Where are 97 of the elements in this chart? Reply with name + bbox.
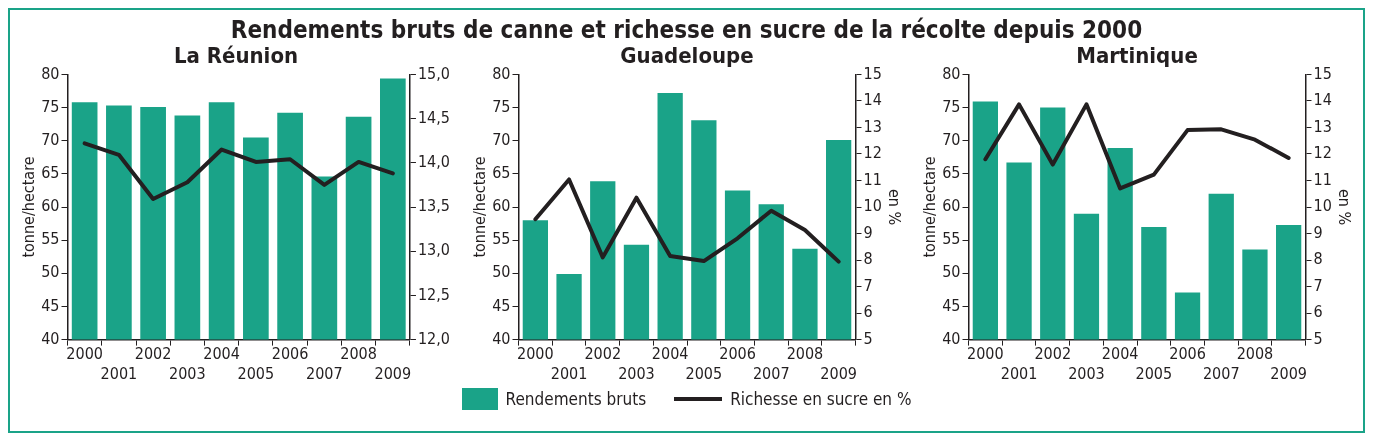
- x-tick-label: 2002: [134, 344, 172, 364]
- y-tick-label: 75: [491, 96, 511, 116]
- y2-tick-label: 9: [862, 222, 873, 242]
- x-tick-label: 2001: [100, 363, 138, 383]
- x-tick-label: 2004: [1101, 344, 1139, 364]
- y2-tick-label: 12: [862, 143, 882, 163]
- y2-tick-label: 12,5: [417, 284, 451, 304]
- y-tick-label: 50: [491, 262, 511, 282]
- x-tick-label: 2008: [340, 344, 377, 364]
- y-tick-label: 45: [491, 295, 511, 315]
- y2-tick-label: 5: [1313, 328, 1323, 348]
- y2-tick-label: 7: [862, 275, 873, 295]
- x-tick-label: 2008: [1236, 344, 1274, 364]
- x-tick-label: 2003: [169, 363, 206, 383]
- y2-tick-label: 15: [862, 63, 882, 83]
- y2-tick-label: 13,5: [417, 196, 451, 216]
- y2-tick-label: 5: [862, 328, 873, 348]
- y2-tick-label: 8: [862, 249, 873, 269]
- x-tick-label: 2003: [617, 363, 655, 383]
- y-tick-label: 80: [942, 63, 961, 83]
- y-tick-label: 55: [942, 229, 961, 249]
- y-tick-label: 45: [41, 295, 60, 315]
- y2-tick-label: 11: [1313, 169, 1332, 189]
- x-tick-label: 2009: [1270, 363, 1307, 383]
- y-tick-label: 50: [41, 262, 60, 282]
- y-tick-label: 75: [942, 96, 961, 116]
- x-tick-label: 2008: [786, 344, 823, 364]
- y-axis-title: tonne/hectare: [469, 156, 489, 258]
- x-tick-label: 2005: [685, 363, 722, 383]
- x-tick-label: 2007: [1202, 363, 1240, 383]
- y-tick-label: 70: [942, 129, 961, 149]
- x-tick-label: 2002: [1034, 344, 1072, 364]
- y2-tick-label: 7: [1313, 275, 1323, 295]
- y2-tick-label: 6: [1313, 302, 1323, 322]
- y2-tick-label: 14: [1313, 90, 1332, 110]
- x-tick-label: 2000: [516, 344, 554, 364]
- x-tick-label: 2000: [967, 344, 1004, 364]
- x-tick-label: 2004: [203, 344, 240, 364]
- y-tick-label: 60: [491, 196, 511, 216]
- x-tick-label: 2009: [374, 363, 412, 383]
- x-tick-label: 2001: [1000, 363, 1038, 383]
- y2-tick-label: 14,0: [417, 151, 451, 171]
- y2-tick-label: 8: [1313, 249, 1323, 269]
- y2-tick-label: 10: [862, 196, 882, 216]
- y-tick-label: 45: [942, 295, 961, 315]
- y-tick-label: 65: [491, 163, 511, 183]
- legend-label: Rendements bruts: [505, 389, 647, 409]
- y2-axis-title: en %: [884, 188, 904, 226]
- y-tick-label: 60: [41, 196, 60, 216]
- x-tick-label: 2005: [237, 363, 275, 383]
- y-tick-label: 40: [942, 328, 961, 348]
- x-tick-label: 2007: [752, 363, 790, 383]
- y2-tick-label: 13: [1313, 116, 1332, 136]
- text: Rendements bruts de canne et richesse en sucre de la récolte depuis 2000: [229, 16, 1144, 44]
- y-tick-label: 55: [41, 229, 60, 249]
- chart-title: Martinique: [1076, 42, 1198, 68]
- y-tick-label: 70: [41, 129, 60, 149]
- y2-tick-label: 15: [1313, 63, 1332, 83]
- legend-label: Richesse en sucre en %: [730, 389, 912, 409]
- y-axis-title: tonne/hectare: [919, 156, 939, 258]
- y-tick-label: 65: [942, 163, 961, 183]
- y2-tick-label: 12,0: [417, 328, 451, 348]
- x-tick-label: 2007: [306, 363, 343, 383]
- y2-axis-title: en %: [1335, 188, 1355, 226]
- x-tick-label: 2006: [1169, 344, 1206, 364]
- y-tick-label: 65: [41, 163, 60, 183]
- y-tick-label: 70: [491, 129, 511, 149]
- x-tick-label: 2006: [718, 344, 756, 364]
- y2-tick-label: 10: [1313, 196, 1332, 216]
- y2-tick-label: 11: [862, 169, 882, 189]
- x-tick-label: 2004: [651, 344, 688, 364]
- y2-tick-label: 13,0: [417, 240, 451, 260]
- x-tick-label: 2003: [1068, 363, 1105, 383]
- y2-tick-label: 14,5: [417, 107, 451, 127]
- x-tick-label: 2002: [583, 344, 621, 364]
- y2-tick-label: 13: [862, 116, 882, 136]
- y-tick-label: 80: [41, 63, 60, 83]
- y-tick-label: 80: [491, 63, 511, 83]
- y-tick-label: 40: [491, 328, 511, 348]
- x-tick-label: 2009: [819, 363, 857, 383]
- y-tick-label: 50: [942, 262, 961, 282]
- y-tick-label: 75: [41, 96, 60, 116]
- x-tick-label: 2005: [1135, 363, 1173, 383]
- y2-tick-label: 12: [1313, 143, 1332, 163]
- y2-tick-label: 15,0: [417, 63, 451, 83]
- x-tick-label: 2000: [66, 344, 103, 364]
- y-axis-title: tonne/hectare: [18, 156, 38, 258]
- chart-title: Guadeloupe: [619, 42, 754, 68]
- y-tick-label: 60: [942, 196, 961, 216]
- x-tick-label: 2006: [271, 344, 309, 364]
- y-tick-label: 55: [491, 229, 511, 249]
- chart-title: La Réunion: [173, 42, 299, 68]
- y2-tick-label: 14: [862, 90, 882, 110]
- y2-tick-label: 6: [862, 302, 873, 322]
- y-tick-label: 40: [41, 328, 60, 348]
- x-tick-label: 2001: [550, 363, 587, 383]
- y2-tick-label: 9: [1313, 222, 1323, 242]
